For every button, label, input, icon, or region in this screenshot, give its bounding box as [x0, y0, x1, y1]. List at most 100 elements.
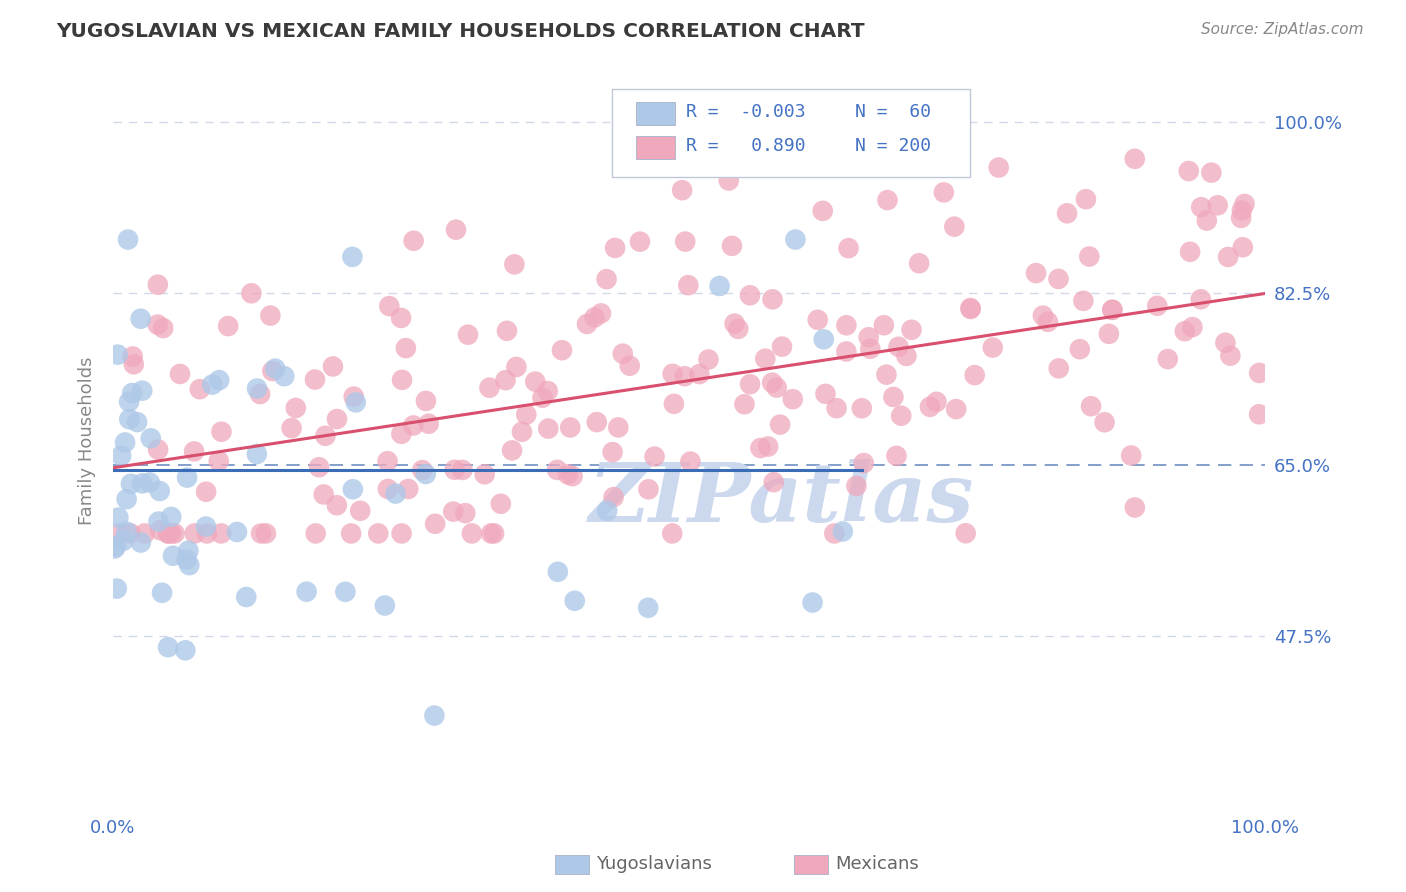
- Point: [602, 445, 624, 459]
- Point: [454, 506, 477, 520]
- Point: [1233, 197, 1256, 211]
- Point: [129, 535, 152, 549]
- Point: [697, 352, 720, 367]
- Point: [1094, 415, 1116, 429]
- Point: [688, 367, 710, 381]
- Text: Source: ZipAtlas.com: Source: ZipAtlas.com: [1201, 22, 1364, 37]
- Point: [131, 384, 153, 398]
- Point: [129, 311, 152, 326]
- Point: [662, 397, 685, 411]
- Point: [770, 340, 793, 354]
- Point: [149, 484, 172, 499]
- Point: [765, 381, 787, 395]
- Point: [875, 368, 897, 382]
- Point: [564, 594, 586, 608]
- Point: [557, 467, 579, 482]
- Point: [1174, 324, 1197, 338]
- Point: [131, 476, 153, 491]
- Point: [162, 549, 184, 563]
- Point: [637, 483, 659, 497]
- Point: [160, 509, 183, 524]
- Point: [661, 526, 683, 541]
- Point: [304, 372, 326, 386]
- Point: [127, 415, 149, 429]
- Point: [115, 492, 138, 507]
- Point: [1219, 349, 1241, 363]
- Point: [474, 467, 496, 482]
- Point: [107, 510, 129, 524]
- Point: [727, 322, 749, 336]
- Point: [531, 391, 554, 405]
- Point: [169, 367, 191, 381]
- Point: [1178, 244, 1201, 259]
- Point: [152, 321, 174, 335]
- Point: [134, 526, 156, 541]
- Point: [1230, 211, 1253, 225]
- Point: [235, 590, 257, 604]
- Point: [326, 412, 349, 426]
- Point: [1056, 206, 1078, 220]
- Point: [157, 640, 180, 655]
- Point: [389, 310, 412, 325]
- Point: [1036, 315, 1059, 329]
- Point: [150, 586, 173, 600]
- Point: [825, 401, 848, 416]
- Point: [583, 310, 606, 325]
- Point: [981, 341, 1004, 355]
- Point: [461, 526, 484, 541]
- Text: R =   0.890: R = 0.890: [686, 137, 806, 155]
- Point: [1123, 152, 1146, 166]
- Point: [163, 526, 186, 541]
- Point: [342, 250, 364, 264]
- Point: [945, 402, 967, 417]
- Point: [918, 400, 941, 414]
- Point: [120, 526, 142, 541]
- Point: [959, 301, 981, 315]
- Text: Mexicans: Mexicans: [835, 855, 920, 873]
- Point: [396, 482, 419, 496]
- Point: [104, 539, 127, 553]
- Point: [873, 318, 896, 333]
- Point: [859, 342, 882, 356]
- Point: [1080, 399, 1102, 413]
- Point: [761, 376, 783, 390]
- Point: [628, 235, 651, 249]
- Point: [852, 456, 875, 470]
- Point: [188, 382, 211, 396]
- Point: [510, 425, 533, 439]
- Point: [1215, 335, 1237, 350]
- Point: [845, 479, 868, 493]
- Point: [183, 444, 205, 458]
- Point: [801, 595, 824, 609]
- Point: [782, 392, 804, 407]
- Point: [457, 327, 479, 342]
- Point: [814, 387, 837, 401]
- Point: [551, 343, 574, 358]
- Point: [501, 443, 523, 458]
- Point: [249, 387, 271, 401]
- Point: [761, 293, 783, 307]
- Point: [139, 475, 162, 490]
- Point: [602, 490, 624, 504]
- Text: N =  60: N = 60: [855, 103, 931, 121]
- Point: [377, 454, 399, 468]
- Point: [838, 241, 860, 255]
- Point: [284, 401, 307, 415]
- Point: [114, 435, 136, 450]
- Point: [734, 397, 756, 411]
- Point: [110, 449, 132, 463]
- Point: [226, 524, 249, 539]
- Point: [194, 519, 217, 533]
- Point: [305, 526, 328, 541]
- Point: [1101, 302, 1123, 317]
- Point: [122, 357, 145, 371]
- Point: [925, 394, 948, 409]
- Point: [505, 359, 527, 374]
- Point: [896, 349, 918, 363]
- Point: [900, 323, 922, 337]
- Point: [295, 584, 318, 599]
- Text: Yugoslavians: Yugoslavians: [596, 855, 711, 873]
- Point: [367, 526, 389, 541]
- Point: [160, 526, 183, 541]
- Point: [749, 441, 772, 455]
